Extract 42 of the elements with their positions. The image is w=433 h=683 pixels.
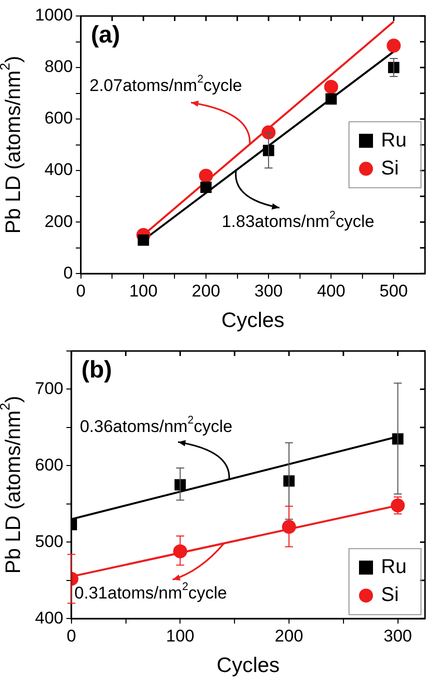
y-tick-label: 800 bbox=[44, 57, 73, 76]
y-tick-label: 700 bbox=[34, 378, 64, 398]
y-axis-title: Pb LD (atoms/nm2) bbox=[0, 396, 25, 574]
point bbox=[388, 62, 400, 74]
point bbox=[198, 168, 213, 183]
chart-title: (a) bbox=[90, 22, 120, 49]
x-tick-label: 0 bbox=[76, 281, 86, 300]
legend-label: Ru bbox=[381, 556, 407, 578]
point bbox=[324, 80, 338, 94]
y-tick-label: 0 bbox=[63, 263, 73, 282]
y-tick-label: 400 bbox=[34, 608, 64, 628]
point bbox=[174, 479, 186, 490]
point bbox=[282, 520, 296, 534]
point bbox=[390, 498, 405, 512]
y-tick-label: 400 bbox=[44, 160, 73, 180]
point bbox=[262, 125, 276, 140]
chart-title: (b) bbox=[81, 356, 112, 384]
x-tick-label: 100 bbox=[166, 626, 194, 646]
x-tick-label: 300 bbox=[254, 281, 283, 300]
point bbox=[386, 38, 401, 53]
y-tick-label: 200 bbox=[44, 212, 73, 231]
y-tick-label: 500 bbox=[34, 532, 64, 551]
x-tick-label: 500 bbox=[380, 281, 408, 300]
legend-label: Si bbox=[381, 157, 399, 180]
x-axis-title: Cycles bbox=[216, 654, 280, 677]
point bbox=[325, 93, 337, 105]
legend-label: Ru bbox=[381, 129, 407, 152]
legend-label: Si bbox=[381, 584, 399, 606]
y-tick-label: 600 bbox=[44, 108, 73, 128]
x-tick-label: 200 bbox=[192, 281, 220, 300]
x-tick-label: 400 bbox=[316, 281, 346, 300]
x-tick-label: 100 bbox=[129, 281, 158, 300]
x-axis-title: Cycles bbox=[221, 308, 284, 332]
y-axis-title: Pb LD (atoms/nm2) bbox=[0, 56, 25, 234]
x-tick-label: 300 bbox=[384, 626, 412, 646]
point bbox=[173, 544, 188, 558]
y-tick-label: 600 bbox=[34, 455, 64, 474]
point bbox=[138, 234, 150, 246]
y-tick-label: 1000 bbox=[34, 6, 73, 25]
point bbox=[200, 182, 212, 193]
x-tick-label: 200 bbox=[274, 626, 304, 646]
point bbox=[392, 433, 404, 445]
